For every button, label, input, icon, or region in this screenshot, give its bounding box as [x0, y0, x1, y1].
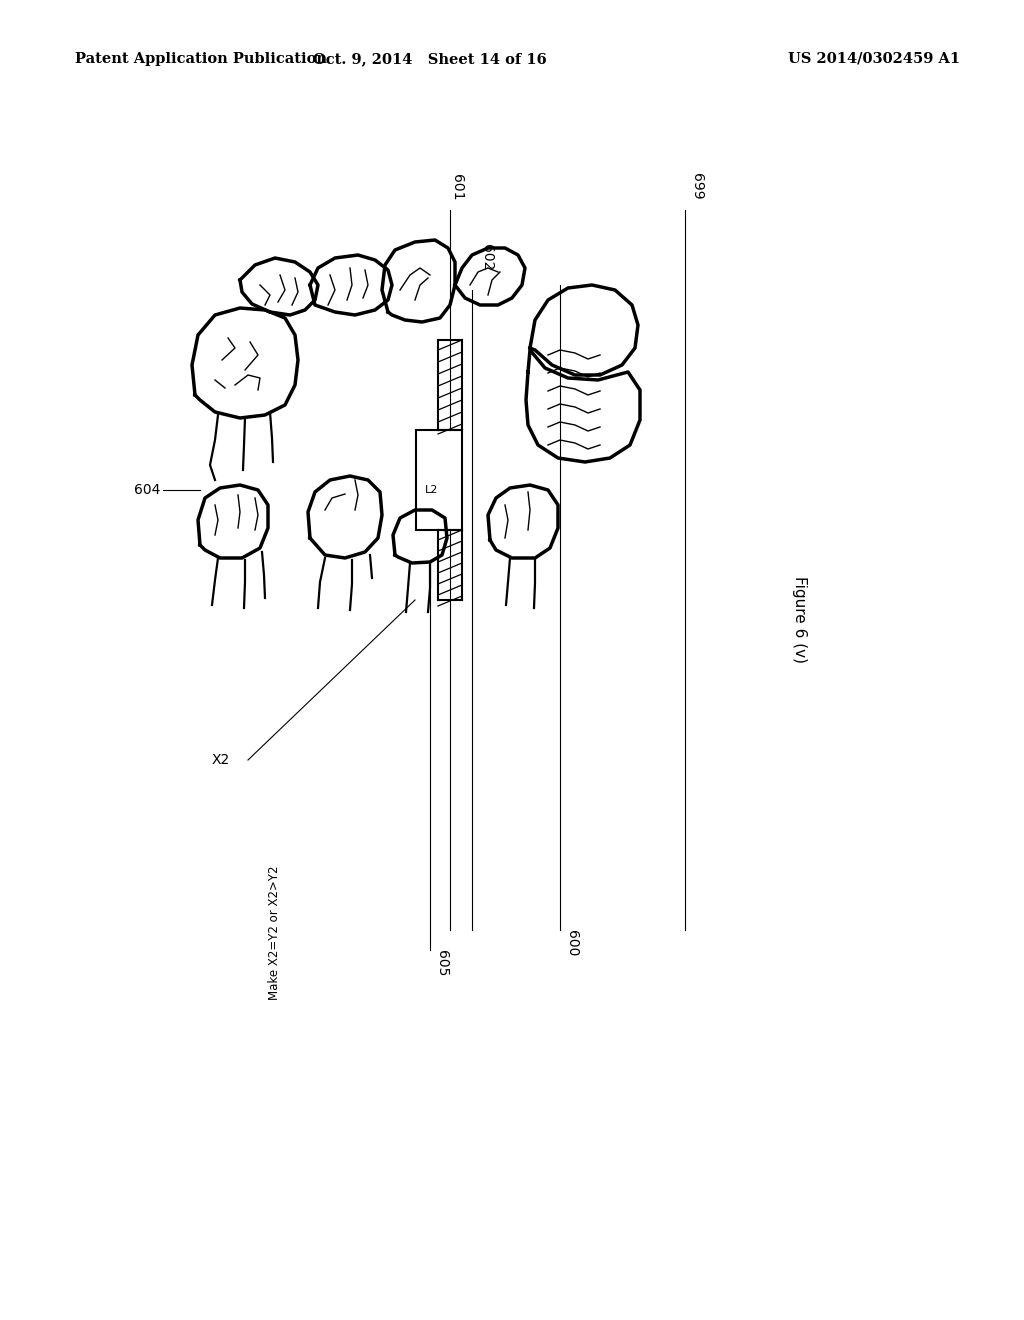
Text: Oct. 9, 2014   Sheet 14 of 16: Oct. 9, 2014 Sheet 14 of 16: [313, 51, 547, 66]
Text: 604: 604: [133, 483, 160, 498]
Text: Make X2=Y2 or X2>Y2: Make X2=Y2 or X2>Y2: [268, 866, 282, 1001]
Text: 605: 605: [435, 950, 449, 977]
Text: X2: X2: [212, 752, 230, 767]
Bar: [416, 430, 462, 531]
Text: 600: 600: [565, 931, 579, 957]
Text: 602: 602: [480, 244, 494, 271]
Text: US 2014/0302459 A1: US 2014/0302459 A1: [787, 51, 961, 66]
Text: Patent Application Publication: Patent Application Publication: [75, 51, 327, 66]
Text: L2: L2: [425, 484, 438, 495]
Text: Figure 6 (v): Figure 6 (v): [793, 577, 808, 664]
Text: 699: 699: [690, 173, 705, 201]
Text: 601: 601: [450, 173, 464, 201]
